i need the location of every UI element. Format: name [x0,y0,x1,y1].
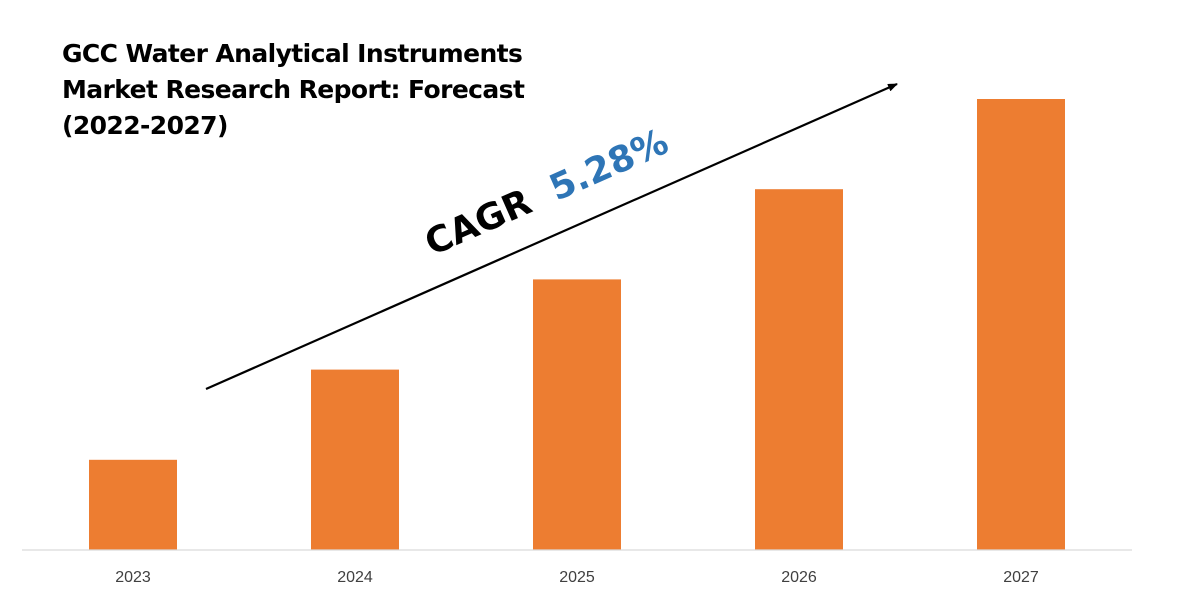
cagr-value: 5.28% [544,121,675,209]
bar-2025 [533,279,621,550]
cagr-trend-arrow [205,82,898,391]
chart-title: GCC Water Analytical Instruments Market … [62,39,525,140]
cagr-label: CAGR [419,182,538,265]
x-tick-label-2026: 2026 [781,569,817,586]
svg-text:CAGR 5.28%: CAGR 5.28% [419,121,674,264]
x-tick-labels: 2023 2024 2025 2026 2027 [115,569,1039,586]
bar-2023 [89,459,177,550]
x-tick-label-2023: 2023 [115,569,151,586]
bar-2026 [755,189,843,550]
bars-layer [89,99,1065,550]
bar-2024 [311,369,399,550]
cagr-annotation: CAGR 5.28% [419,121,674,264]
x-tick-label-2025: 2025 [559,569,595,586]
bar-2027 [977,99,1065,550]
x-tick-label-2024: 2024 [337,569,373,586]
x-tick-label-2027: 2027 [1003,569,1039,586]
